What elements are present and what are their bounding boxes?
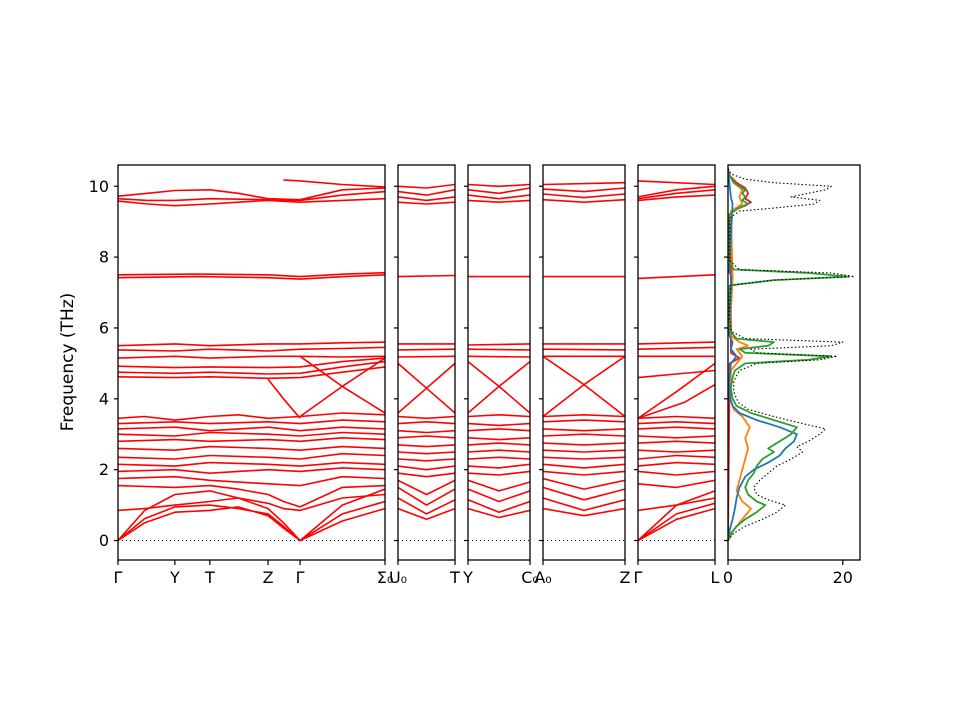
svg-text:Γ: Γ xyxy=(114,568,123,587)
svg-text:Γ: Γ xyxy=(634,568,643,587)
svg-text:Σ₀: Σ₀ xyxy=(377,568,394,587)
svg-text:C₀: C₀ xyxy=(521,568,539,587)
svg-text:Y: Y xyxy=(462,568,473,587)
svg-text:8: 8 xyxy=(99,248,109,267)
svg-text:U₀: U₀ xyxy=(389,568,407,587)
svg-text:Z: Z xyxy=(620,568,631,587)
svg-text:0: 0 xyxy=(99,531,109,550)
svg-text:A₀: A₀ xyxy=(534,568,551,587)
svg-text:T: T xyxy=(204,568,215,587)
svg-text:T: T xyxy=(449,568,460,587)
svg-text:Y: Y xyxy=(169,568,180,587)
svg-text:0: 0 xyxy=(723,568,733,587)
svg-text:4: 4 xyxy=(99,389,109,408)
svg-text:Γ: Γ xyxy=(296,568,305,587)
svg-text:10: 10 xyxy=(89,177,109,196)
svg-text:Z: Z xyxy=(263,568,274,587)
svg-text:2: 2 xyxy=(99,460,109,479)
svg-text:6: 6 xyxy=(99,318,109,337)
svg-text:20: 20 xyxy=(833,568,853,587)
svg-text:L: L xyxy=(711,568,720,587)
y-axis-label: Frequency (THz) xyxy=(58,292,78,432)
